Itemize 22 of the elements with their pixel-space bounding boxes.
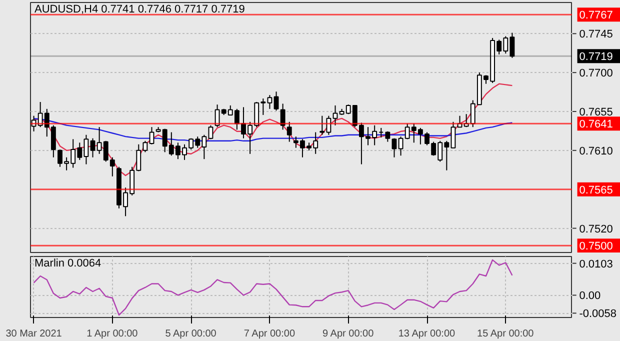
y-tick-label: 0.7700 [579, 68, 613, 80]
ref-line-label: 0.7500 [579, 240, 613, 253]
y-tick-label: 0.7520 [579, 223, 613, 236]
x-tick-label: 7 Apr 00:00 [244, 328, 296, 340]
chart-title: AUDUSD,H4 0.7741 0.7746 0.7717 0.7719 [34, 4, 245, 16]
ref-line-label: 0.7719 [579, 51, 613, 64]
y-tick-label: 0.7610 [579, 145, 613, 158]
x-tick-label: 30 Mar 2021 [6, 328, 62, 340]
ref-line-label: 0.7767 [579, 10, 613, 22]
chart-title: Marlin 0.0064 [34, 258, 102, 270]
ref-line-label: 0.7641 [579, 118, 613, 131]
ref-line-label: 0.7565 [579, 184, 613, 196]
y-tick-label: 0.0103 [579, 258, 613, 270]
x-tick-label: 9 Apr 00:00 [322, 328, 374, 340]
y-tick-label: 0.7655 [579, 106, 613, 118]
y-tick-label: -0.0058 [579, 308, 617, 320]
x-tick-label: 15 Apr 00:00 [477, 328, 534, 340]
x-tick-label: 5 Apr 00:00 [165, 328, 217, 340]
y-tick-label: 0.7745 [579, 28, 613, 41]
x-tick-label: 1 Apr 00:00 [86, 328, 138, 340]
y-tick-label: 0.00 [579, 290, 601, 302]
x-tick-label: 13 Apr 00:00 [398, 328, 456, 340]
